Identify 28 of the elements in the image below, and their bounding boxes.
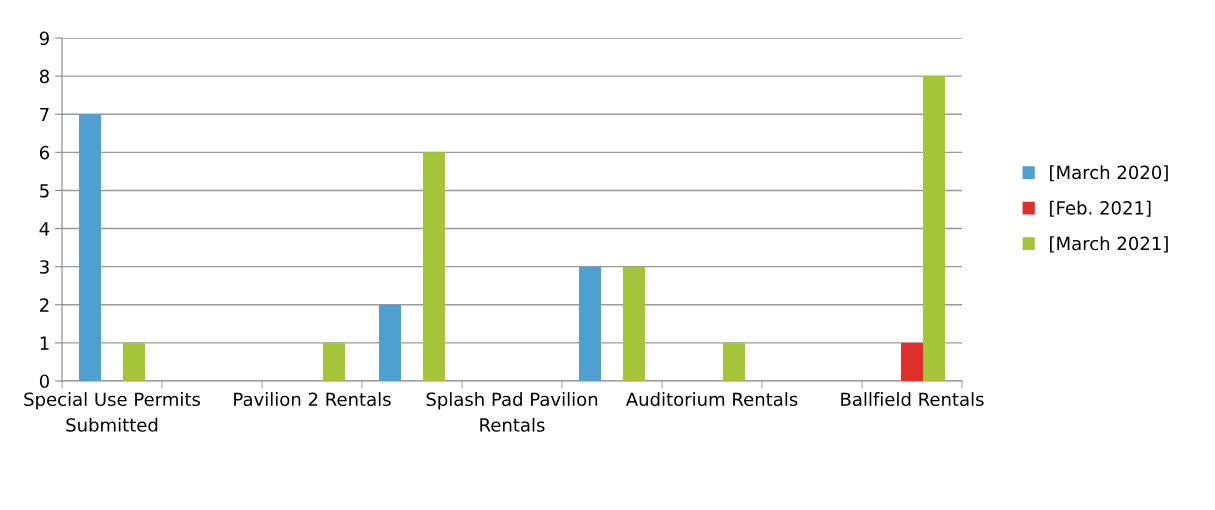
y-tick-label: 1	[40, 336, 49, 350]
y-tick-label: 6	[39, 145, 50, 160]
y-tick-label: 0	[39, 374, 49, 389]
legend-label: [Feb. 2021]	[1050, 200, 1151, 217]
y-tick-label: 3	[40, 260, 49, 274]
x-tick-label: Auditorium Rentals	[625, 392, 798, 407]
bar	[423, 152, 445, 381]
y-tick-label: 2	[40, 298, 49, 312]
bar	[623, 266, 645, 381]
x-tick-label: Pavilion 2 Rentals	[234, 392, 391, 407]
y-tick-label: 7	[40, 107, 49, 122]
x-tick-label: Ballfield Rentals	[841, 392, 984, 407]
bar	[323, 342, 345, 381]
bar	[901, 342, 923, 381]
bar	[923, 76, 945, 381]
y-tick-label: 9	[39, 31, 49, 46]
x-tick-label: Splash Pad Pavilion Rentals	[426, 392, 598, 432]
y-tick-label: 8	[39, 69, 49, 84]
y-tick-label: 5	[40, 184, 49, 198]
x-tick-label: Special Use Permits Submitted	[24, 392, 201, 432]
bar	[579, 266, 601, 381]
legend-label: [March 2020]	[1050, 165, 1168, 182]
bar	[79, 114, 101, 381]
bar	[379, 304, 401, 381]
y-tick-label: 4	[39, 222, 50, 236]
legend-label: [March 2021]	[1050, 236, 1168, 253]
bar	[123, 342, 145, 381]
bar	[723, 342, 745, 381]
